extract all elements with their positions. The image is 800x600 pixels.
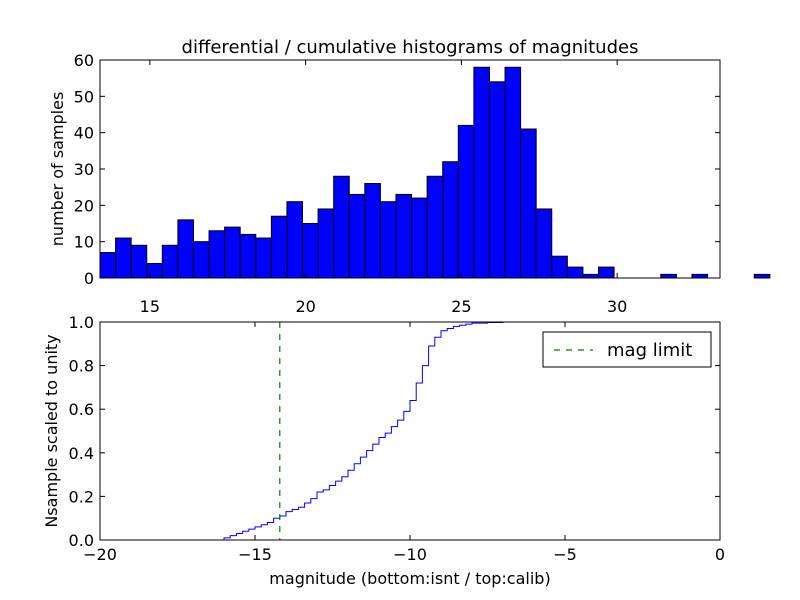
- histogram-bar: [224, 226, 241, 279]
- y-tick-label: 1.0: [69, 313, 94, 332]
- histogram-bar: [488, 81, 506, 279]
- histogram-bar: [348, 193, 366, 279]
- y-tick-label: 0.0: [69, 531, 94, 550]
- y-tick-label: 60: [74, 51, 94, 70]
- histogram-bar: [239, 233, 257, 279]
- histogram-bar: [504, 66, 522, 279]
- histogram-bar: [660, 273, 677, 279]
- histogram-bar: [566, 266, 584, 279]
- cumulative-step-line: [100, 321, 721, 541]
- bottom-x-ticks: −20 −15 −10 −5 0: [83, 322, 725, 564]
- histogram-bar: [333, 175, 350, 279]
- histogram-bar: [255, 237, 272, 279]
- histogram-bar: [177, 219, 194, 279]
- x-tick-label: 30: [607, 297, 627, 316]
- x-tick-label: −20: [83, 545, 117, 564]
- x-tick-label: 20: [295, 297, 315, 316]
- bottom-y-axis-label: Nsample scaled to unity: [42, 334, 61, 527]
- top-x-ticks: 15 20 25 30: [140, 60, 627, 316]
- bottom-x-axis-label: magnitude (bottom:isnt / top:calib): [269, 569, 550, 588]
- y-tick-label: 30: [74, 160, 94, 179]
- chart-title: differential / cumulative histograms of …: [182, 37, 639, 58]
- histogram-bar: [161, 244, 179, 279]
- cumulative-lines: [100, 321, 721, 541]
- histogram-bar: [520, 128, 537, 279]
- x-tick-label: 25: [451, 297, 471, 316]
- x-tick-label: −10: [393, 545, 427, 564]
- histogram-bar: [457, 124, 475, 279]
- histogram-bar: [551, 255, 568, 279]
- histogram-bar: [691, 273, 709, 279]
- histogram-bar: [582, 273, 599, 279]
- y-tick-label: 10: [74, 233, 94, 252]
- histogram-bar: [146, 262, 163, 279]
- histogram-bar: [379, 201, 397, 279]
- bottom-y-ticks: 0.0 0.2 0.4 0.6 0.8 1.0: [69, 313, 720, 550]
- histogram-bar: [597, 266, 615, 279]
- histogram-bar: [317, 208, 335, 279]
- x-tick-label: 0: [715, 545, 725, 564]
- histogram-bar: [753, 273, 771, 279]
- histogram-bar: [99, 252, 117, 279]
- y-tick-label: 50: [74, 87, 94, 106]
- histogram-bar: [286, 201, 304, 279]
- histogram-bar: [364, 183, 381, 279]
- histogram-bar: [208, 230, 226, 279]
- histogram-bar: [395, 193, 413, 279]
- histogram-bar: [130, 244, 148, 279]
- histogram-bar: [442, 161, 459, 279]
- y-tick-label: 40: [74, 124, 94, 143]
- histogram-bar: [426, 175, 444, 279]
- x-tick-label: −15: [238, 545, 272, 564]
- top-y-axis-label: number of samples: [48, 92, 67, 247]
- histogram-bar: [302, 223, 319, 279]
- histogram-bars: [99, 66, 771, 279]
- y-tick-label: 0.2: [69, 487, 94, 506]
- y-tick-label: 0.4: [69, 444, 94, 463]
- y-tick-label: 20: [74, 196, 94, 215]
- histogram-bar: [192, 241, 210, 279]
- x-tick-label: 15: [140, 297, 160, 316]
- histogram-bar: [115, 237, 132, 279]
- top-y-ticks: 0 10 20 30 40 50 60: [74, 51, 720, 288]
- y-tick-label: 0.8: [69, 357, 94, 376]
- legend-entry-label: mag limit: [607, 340, 692, 361]
- histogram-bar: [411, 197, 428, 279]
- x-tick-label: −5: [553, 545, 577, 564]
- top-histogram-panel: differential / cumulative histograms of …: [48, 37, 771, 316]
- y-tick-label: 0: [84, 269, 94, 288]
- histogram-bar: [535, 208, 553, 279]
- legend: mag limit: [542, 331, 712, 368]
- histogram-bar: [473, 66, 490, 279]
- y-tick-label: 0.6: [69, 400, 94, 419]
- histogram-bar: [270, 215, 288, 279]
- bottom-cumulative-panel: −20 −15 −10 −5 0 0.0 0.2 0.4 0.6 0.8 1.0 magnitud…: [42, 313, 725, 588]
